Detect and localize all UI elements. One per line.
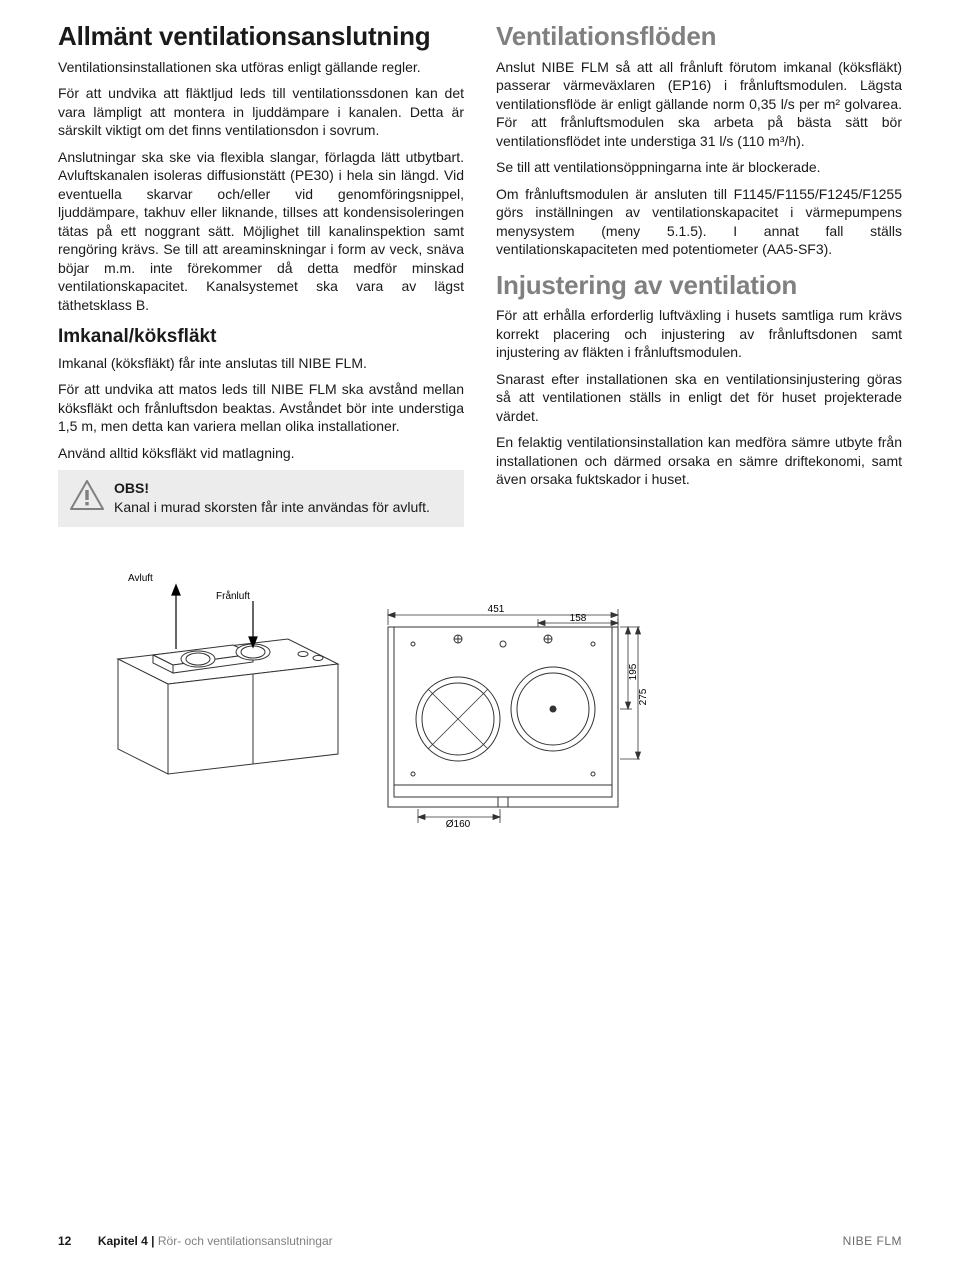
chapter-ref: Kapitel 4 | Rör- och ventilationsanslutn… (98, 1234, 333, 1248)
obs-body: OBS! Kanal i murad skorsten får inte anv… (114, 480, 452, 516)
heading-imkanal: Imkanal/köksfläkt (58, 326, 464, 348)
heading-allmant: Allmänt ventilationsanslutning (58, 22, 464, 52)
warning-icon (70, 480, 104, 515)
dim-275: 275 (638, 688, 649, 705)
dim-451: 451 (488, 604, 505, 615)
chapter-title: Rör- och ventilationsanslutningar (155, 1234, 333, 1248)
dim-195: 195 (628, 663, 639, 680)
para: Om frånluftsmodulen är ansluten till F11… (496, 185, 902, 259)
para: Ventilationsinstallationen ska utföras e… (58, 58, 464, 76)
para: Snarast efter installationen ska en vent… (496, 370, 902, 425)
page: Allmänt ventilationsanslutning Ventilati… (0, 0, 960, 1276)
chapter-bold: Kapitel 4 | (98, 1234, 155, 1248)
dim-160: Ø160 (446, 819, 471, 830)
para: En felaktig ventilationsinstallation kan… (496, 433, 902, 488)
page-number: 12 (58, 1234, 71, 1248)
heading-injustering: Injustering av ventilation (496, 271, 902, 301)
technical-figure: Avluft Frånluft (58, 559, 678, 864)
para: Se till att ventilationsöppningarna inte… (496, 158, 902, 176)
para: Imkanal (köksfläkt) får inte anslutas ti… (58, 354, 464, 372)
left-column: Allmänt ventilationsanslutning Ventilati… (58, 22, 464, 527)
para: Använd alltid köksfläkt vid matlagning. (58, 444, 464, 462)
two-columns: Allmänt ventilationsanslutning Ventilati… (58, 22, 902, 527)
dim-158: 158 (570, 613, 587, 624)
page-footer: 12 Kapitel 4 | Rör- och ventilationsansl… (0, 1232, 960, 1250)
obs-callout: OBS! Kanal i murad skorsten får inte anv… (58, 470, 464, 526)
heading-ventflow: Ventilationsflöden (496, 22, 902, 52)
footer-brand: NIBE FLM (843, 1234, 902, 1248)
para: För att undvika att fläktljud leds till … (58, 84, 464, 139)
para: För att erhålla erforderlig luftväxling … (496, 306, 902, 361)
para: För att undvika att matos leds till NIBE… (58, 380, 464, 435)
para: Anslut NIBE FLM så att all frånluft föru… (496, 58, 902, 150)
fig-label-franluft: Frånluft (216, 590, 250, 602)
para: Anslutningar ska ske via flexibla slanga… (58, 148, 464, 314)
obs-text: Kanal i murad skorsten får inte användas… (114, 498, 452, 516)
obs-title: OBS! (114, 480, 452, 496)
footer-left: 12 Kapitel 4 | Rör- och ventilationsansl… (58, 1232, 333, 1250)
right-column: Ventilationsflöden Anslut NIBE FLM så at… (496, 22, 902, 527)
fig-label-avluft: Avluft (128, 573, 153, 584)
